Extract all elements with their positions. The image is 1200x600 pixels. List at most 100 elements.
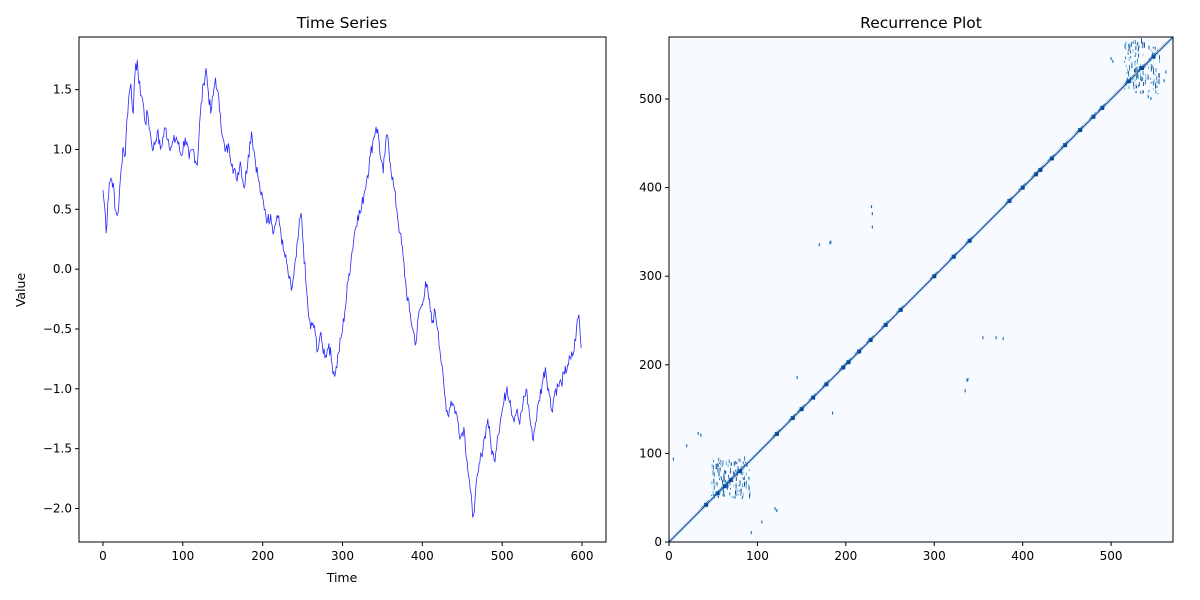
recurrence-diagonal (668, 36, 1174, 543)
recurrence-cluster (1151, 54, 1156, 59)
time-series-title: Time Series (296, 14, 388, 32)
recurrence-cluster-line (1035, 165, 1044, 173)
recurrence-cluster (1100, 105, 1105, 110)
recurrence-plot-axes-frame (668, 36, 1174, 543)
time-series-x-axis-label: Time (326, 570, 358, 585)
recurrence-cluster-line (1075, 125, 1084, 133)
x-tick-label: 100 (171, 549, 194, 563)
y-tick-label: 100 (639, 446, 662, 460)
recurrence-point (1147, 95, 1149, 99)
recurrence-cluster (883, 322, 888, 327)
y-tick-label: 0.0 (53, 262, 72, 276)
recurrence-cluster (1063, 143, 1068, 148)
recurrence-cluster (857, 349, 862, 354)
recurrence-cluster (967, 238, 972, 243)
x-tick-label: 0 (665, 549, 673, 563)
recurrence-cluster-line (1004, 196, 1013, 204)
y-tick-label: 400 (639, 181, 662, 195)
recurrence-cluster-line (720, 481, 728, 490)
recurrence-cluster (1038, 167, 1043, 172)
recurrence-point (1002, 337, 1004, 341)
recurrence-point (982, 336, 984, 340)
x-tick-label: 0 (99, 549, 107, 563)
recurrence-point (1150, 97, 1152, 101)
recurrence-cluster-line (735, 466, 743, 475)
recurrence-cluster (1078, 128, 1083, 133)
recurrence-point (761, 520, 763, 524)
recurrence-point (871, 212, 873, 216)
recurrence-point (700, 433, 702, 437)
recurrence-point (1110, 57, 1112, 61)
x-tick-label: 200 (834, 549, 857, 563)
x-tick-label: 500 (1100, 549, 1123, 563)
recurrence-point (831, 411, 834, 415)
recurrence-cluster-line (808, 392, 817, 401)
recurrence-point (1137, 42, 1139, 46)
recurrence-cluster (1091, 114, 1096, 119)
recurrence-plot-title: Recurrence Plot (860, 14, 982, 32)
recurrence-cluster (774, 431, 779, 436)
recurrence-cluster (824, 382, 829, 387)
recurrence-cluster-line (1097, 103, 1106, 111)
recurrence-cluster (1049, 156, 1054, 161)
recurrence-cluster-line (1088, 112, 1097, 120)
recurrence-cluster-line (854, 346, 863, 355)
recurrence-cluster (868, 338, 873, 342)
x-tick-label: 300 (923, 549, 946, 563)
time-series-axes-frame (78, 36, 607, 543)
recurrence-cluster-line (880, 320, 889, 328)
recurrence-cluster (1126, 79, 1131, 84)
recurrence-cluster-line (1047, 153, 1055, 162)
recurrence-point (774, 507, 776, 511)
x-tick-label: 200 (251, 549, 274, 563)
x-tick-label: 500 (491, 549, 514, 563)
recurrence-cluster-line (796, 404, 805, 413)
y-tick-label: −1.5 (43, 442, 72, 456)
recurrence-band (668, 36, 1172, 541)
recurrence-cluster (932, 274, 937, 279)
recurrence-cluster-line (712, 488, 721, 497)
recurrence-cluster (898, 307, 903, 312)
recurrence-cluster-line (964, 236, 973, 244)
x-tick-label: 300 (331, 549, 354, 563)
y-tick-label: 300 (639, 269, 662, 283)
recurrence-cluster (799, 407, 804, 412)
recurrence-cluster-line (1018, 182, 1026, 191)
recurrence-point (776, 508, 778, 512)
y-tick-label: −0.5 (43, 322, 72, 336)
time-series-ticks: 0 100 200 300 400 500 600 −2.0 −1.5 −1.0 −0.5 0.0 0.… (43, 83, 594, 563)
recurrence-point (697, 431, 699, 435)
recurrence-band (670, 38, 1174, 543)
recurrence-cluster (737, 469, 742, 474)
recurrence-cluster-line (772, 429, 780, 437)
x-tick-label: 100 (746, 549, 769, 563)
recurrence-point (1165, 70, 1167, 74)
y-tick-label: 0 (654, 535, 662, 549)
recurrence-point (870, 205, 873, 209)
recurrence-point (966, 378, 968, 382)
recurrence-cluster (790, 415, 795, 420)
recurrence-cluster (811, 395, 816, 400)
recurrence-point (750, 531, 752, 535)
recurrence-cluster-line (1060, 140, 1069, 148)
recurrence-cluster-line (788, 413, 796, 421)
x-tick-label: 600 (571, 549, 594, 563)
recurrence-cluster (1140, 66, 1145, 71)
recurrence-cluster-line (949, 252, 957, 260)
recurrence-cluster-line (1124, 76, 1132, 85)
recurrence-cluster-line (865, 335, 874, 343)
y-tick-label: −2.0 (43, 501, 72, 515)
recurrence-cluster (846, 360, 851, 365)
recurrence-cluster-line (1137, 63, 1145, 71)
recurrence-cluster (841, 365, 846, 370)
x-tick-label: 400 (411, 549, 434, 563)
recurrence-point (967, 377, 969, 381)
recurrence-cluster (722, 484, 727, 489)
recurrence-cluster (1007, 198, 1012, 203)
recurrence-point (1128, 43, 1130, 47)
recurrence-cluster (715, 491, 720, 496)
recurrence-point (995, 336, 997, 340)
recurrence-point (1112, 59, 1114, 63)
recurrence-plot-panel: Recurrence Plot 0 100 200 300 400 500 0 100 200 3… (639, 14, 1174, 563)
